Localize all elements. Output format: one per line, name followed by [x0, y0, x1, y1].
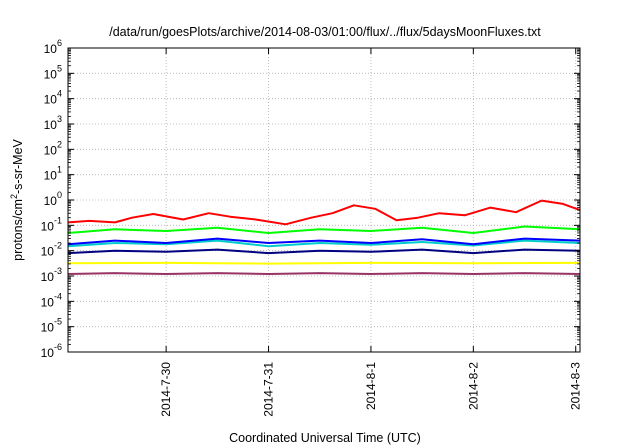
- y-axis-title: protons/cm2-s-sr-MeV: [9, 138, 25, 260]
- grid: [68, 48, 580, 352]
- y-tick-label: 10-6: [41, 342, 62, 360]
- x-axis: 2014-7-30 2014-7-31 2014-8-1 2014-8-2 2014-8…: [159, 48, 583, 417]
- y-tick-label: 10-5: [41, 317, 62, 335]
- x-tick-label: 2014-8-2: [466, 362, 480, 410]
- y-tick-label: 105: [44, 63, 62, 81]
- y-tick-label: 102: [44, 139, 62, 157]
- x-tick-label: 2014-7-31: [262, 362, 276, 417]
- y-tick-label: 10-4: [41, 291, 62, 309]
- series-line: [67, 237, 581, 246]
- y-axis: 10-6 10-5 10-4 10-3 10-2 10-1 100 101 102 103 104 1…: [41, 38, 580, 360]
- series-group: [67, 199, 581, 275]
- y-tick-label: 106: [44, 38, 62, 56]
- y-tick-label: 100: [44, 190, 62, 208]
- series-line: [67, 199, 581, 226]
- series-line: [67, 225, 581, 234]
- y-tick-label: 10-3: [41, 266, 62, 284]
- x-tick-label: 2014-7-30: [159, 362, 173, 417]
- series-line: [67, 261, 581, 265]
- x-axis-title: Coordinated Universal Time (UTC): [229, 431, 421, 445]
- y-tick-label: 10-2: [41, 241, 62, 259]
- x-tick-label: 2014-8-1: [364, 362, 378, 410]
- series-line: [67, 272, 581, 275]
- series-line: [67, 248, 581, 255]
- y-tick-label: 103: [44, 114, 62, 132]
- series-line: [67, 239, 581, 248]
- y-tick-label: 101: [44, 165, 62, 183]
- y-tick-label: 104: [44, 89, 62, 107]
- x-tick-label: 2014-8-3: [569, 362, 583, 410]
- chart-title: /data/run/goesPlots/archive/2014-08-03/0…: [109, 25, 541, 39]
- y-tick-label: 10-1: [41, 215, 62, 233]
